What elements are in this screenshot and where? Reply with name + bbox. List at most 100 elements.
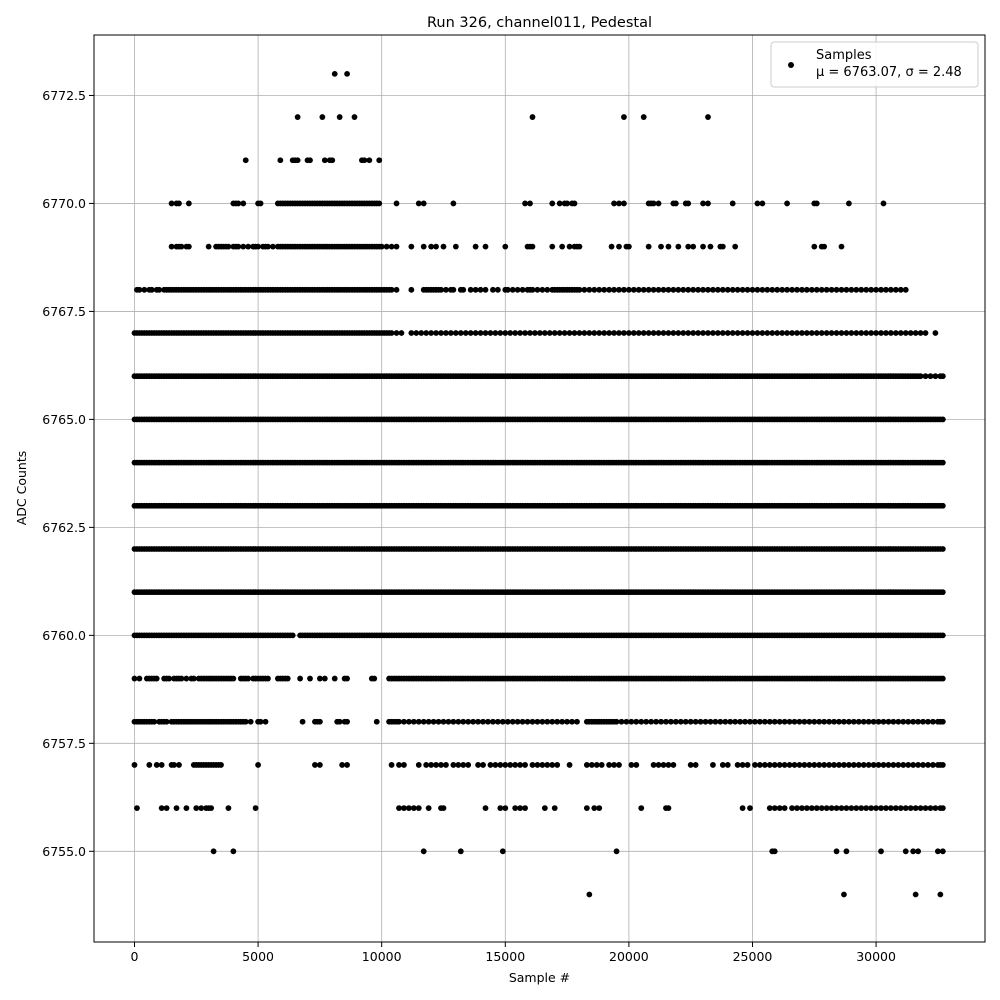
data-point: [729, 200, 736, 207]
data-point: [705, 286, 711, 293]
data-point: [841, 762, 847, 768]
data-point: [425, 718, 432, 725]
data-point: [482, 805, 489, 812]
data-point: [836, 762, 842, 768]
data-point: [307, 157, 313, 164]
data-point: [665, 762, 672, 768]
legend-frame: [770, 41, 979, 88]
data-point: [650, 286, 657, 293]
data-point: [700, 286, 706, 293]
data-point: [554, 762, 561, 768]
data-point: [828, 330, 835, 336]
data-point: [504, 718, 511, 725]
data-point: [813, 286, 820, 293]
x-tick-label: 20000: [609, 949, 649, 964]
data-point: [655, 762, 662, 768]
data-point: [613, 848, 620, 855]
data-point: [316, 718, 323, 725]
data-point: [719, 762, 726, 768]
data-point: [462, 330, 469, 336]
data-point: [843, 286, 850, 293]
data-point: [794, 286, 800, 293]
data-point: [393, 286, 400, 293]
data-point: [799, 286, 805, 293]
data-point: [818, 805, 825, 812]
data-point: [769, 330, 776, 336]
data-point: [628, 762, 635, 768]
data-point: [492, 762, 499, 768]
data-point: [433, 330, 439, 336]
data-point: [601, 286, 608, 293]
data-point: [670, 286, 677, 293]
data-point: [430, 718, 437, 725]
data-point: [351, 114, 358, 120]
y-axis-label: ADC Counts: [14, 451, 29, 526]
data-point: [178, 675, 185, 682]
data-point: [176, 200, 182, 207]
data-point: [752, 718, 758, 725]
data-point: [739, 330, 746, 336]
data-point: [845, 200, 852, 207]
data-point: [761, 718, 768, 725]
data-point: [925, 718, 931, 725]
data-point: [289, 632, 296, 639]
data-point: [744, 330, 751, 336]
data-point: [838, 805, 845, 812]
x-tick-label: 15000: [485, 949, 525, 964]
data-point: [499, 848, 506, 855]
data-point: [522, 805, 528, 812]
data-point: [774, 330, 781, 336]
data-point: [843, 805, 850, 812]
data-point: [616, 762, 622, 768]
data-point: [833, 286, 840, 293]
data-point: [665, 286, 672, 293]
data-point: [566, 243, 573, 250]
data-point: [843, 848, 850, 855]
data-point: [544, 718, 551, 725]
data-point: [294, 157, 301, 164]
data-point: [655, 200, 662, 207]
data-point: [883, 330, 889, 336]
data-point: [616, 286, 622, 293]
data-point: [504, 286, 511, 293]
data-point: [131, 675, 138, 682]
data-point: [939, 848, 946, 855]
data-point: [255, 762, 261, 768]
data-point: [410, 718, 417, 725]
data-point: [922, 373, 929, 380]
data-point: [452, 243, 459, 250]
data-point: [477, 330, 484, 336]
data-point: [208, 805, 215, 812]
data-point: [396, 805, 402, 812]
data-point: [455, 762, 462, 768]
data-point: [863, 330, 870, 336]
data-point: [539, 718, 546, 725]
data-point: [423, 330, 430, 336]
data-point: [754, 200, 761, 207]
data-point: [633, 762, 640, 768]
data-point: [519, 286, 526, 293]
data-point: [425, 805, 432, 812]
data-point: [383, 243, 390, 250]
data-point: [870, 762, 877, 768]
data-point: [900, 718, 907, 725]
x-tick-label: 10000: [362, 949, 402, 964]
data-point: [507, 330, 514, 336]
data-point: [668, 718, 674, 725]
data-point: [524, 718, 531, 725]
data-point: [905, 718, 912, 725]
data-point: [539, 762, 546, 768]
data-point: [583, 762, 590, 768]
y-tick-label: 6765.0: [42, 412, 86, 427]
data-point: [892, 805, 899, 812]
data-point: [299, 718, 306, 725]
data-point: [796, 718, 803, 725]
data-point: [621, 330, 627, 336]
data-point: [448, 330, 454, 336]
data-point: [672, 200, 679, 207]
data-point: [393, 243, 400, 250]
data-point: [460, 762, 467, 768]
data-point: [796, 762, 803, 768]
plot-area-frame: [93, 34, 986, 943]
data-point: [618, 718, 625, 725]
